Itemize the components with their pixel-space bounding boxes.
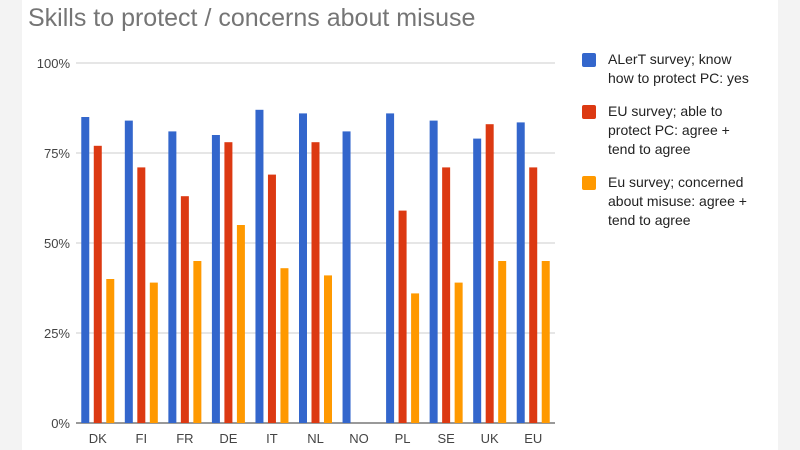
bar-nl-series-1 xyxy=(299,113,307,424)
legend-swatch-eu-able xyxy=(582,105,596,119)
x-tick-label-pl: PL xyxy=(395,431,411,446)
x-tick-label-uk: UK xyxy=(481,431,499,446)
bar-fi-series-1 xyxy=(124,120,133,423)
legend-item-eu-able: EU survey; able to protect PC: agree + t… xyxy=(582,102,782,159)
legend-swatch-alert xyxy=(582,53,596,67)
y-tick-label: 25% xyxy=(44,326,70,341)
legend-label-eu-able: EU survey; able to protect PC: agree + t… xyxy=(608,103,730,157)
legend: ALerT survey; know how to protect PC: ye… xyxy=(582,50,782,244)
bar-no-series-1 xyxy=(342,131,351,423)
bar-dk-series-3 xyxy=(106,279,115,423)
x-tick-label-fr: FR xyxy=(176,431,193,446)
x-tick-label-de: DE xyxy=(219,431,237,446)
x-tick-label-dk: DK xyxy=(89,431,107,446)
bar-se-series-2 xyxy=(442,167,451,423)
bar-pl-series-2 xyxy=(398,210,407,423)
y-tick-label: 50% xyxy=(44,236,70,251)
bar-de-series-2 xyxy=(224,142,233,423)
y-tick-label: 75% xyxy=(44,146,70,161)
bar-eu-series-3 xyxy=(541,261,550,423)
bar-uk-series-3 xyxy=(498,261,507,423)
x-axis-ticks: DK FI FR DE IT NL NO PL SE UK EU xyxy=(89,431,543,446)
legend-label-alert: ALerT survey; know how to protect PC: ye… xyxy=(608,51,749,86)
bar-se-series-1 xyxy=(429,120,438,423)
bar-nl-series-3 xyxy=(324,275,332,423)
bar-uk-series-1 xyxy=(473,138,482,423)
bar-eu-series-1 xyxy=(516,122,525,424)
y-tick-label: 100% xyxy=(37,56,71,71)
bar-dk-series-2 xyxy=(93,145,102,424)
x-tick-label-nl: NL xyxy=(307,431,324,446)
legend-item-eu-concerned: Eu survey; concerned about misuse: agree… xyxy=(582,173,782,230)
bar-pl-series-3 xyxy=(411,293,420,423)
legend-item-alert: ALerT survey; know how to protect PC: ye… xyxy=(582,50,782,88)
bar-nl-series-2 xyxy=(311,142,320,423)
bars xyxy=(81,109,550,424)
legend-swatch-eu-concerned xyxy=(582,176,596,190)
left-margin-strip xyxy=(0,0,22,450)
bar-dk-series-1 xyxy=(81,117,90,423)
legend-label-eu-concerned: Eu survey; concerned about misuse: agree… xyxy=(608,174,747,228)
right-margin-strip xyxy=(778,0,800,450)
bar-pl-series-1 xyxy=(386,113,395,424)
bar-it-series-2 xyxy=(267,174,276,423)
x-tick-label-se: SE xyxy=(437,431,455,446)
bar-fr-series-1 xyxy=(168,131,177,423)
x-tick-label-fi: FI xyxy=(136,431,148,446)
bar-fi-series-2 xyxy=(137,167,146,423)
bar-it-series-3 xyxy=(280,268,289,423)
chart-title: Skills to protect / concerns about misus… xyxy=(28,4,476,32)
bar-fr-series-2 xyxy=(180,196,189,423)
bar-uk-series-2 xyxy=(485,124,494,423)
bar-se-series-3 xyxy=(454,282,463,423)
x-tick-label-no: NO xyxy=(349,431,369,446)
bar-it-series-1 xyxy=(255,109,264,424)
x-tick-label-eu: EU xyxy=(524,431,542,446)
x-tick-label-it: IT xyxy=(266,431,278,446)
bar-fr-series-3 xyxy=(193,261,202,423)
bar-de-series-1 xyxy=(211,135,220,423)
y-axis-ticks: 0% 25% 50% 75% 100% xyxy=(37,56,71,431)
y-tick-label: 0% xyxy=(51,416,70,431)
bar-de-series-3 xyxy=(236,225,245,423)
bar-eu-series-2 xyxy=(529,167,538,423)
bar-fi-series-3 xyxy=(149,282,158,423)
